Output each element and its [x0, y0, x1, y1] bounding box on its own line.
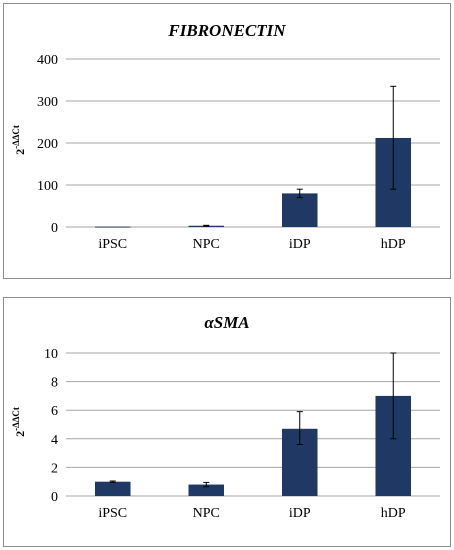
y-tick-label: 8 — [51, 376, 58, 391]
x-tick-label: NPC — [193, 237, 220, 252]
y-axis-label-base: 2 — [13, 431, 27, 437]
bar — [94, 481, 131, 496]
y-tick-label: 200 — [37, 137, 58, 152]
fibronectin-chart: FIBRONECTIN 2-ΔΔCt 0 100 200 300 400 iPSC NPC… — [11, 21, 440, 252]
x-tick-label: iDP — [289, 237, 311, 252]
y-axis-label: 2-ΔΔCt — [11, 125, 27, 155]
bar — [94, 226, 131, 228]
error-bar — [390, 352, 397, 440]
y-tick-label: 300 — [37, 95, 58, 110]
y-axis-label: 2-ΔΔCt — [11, 407, 27, 437]
bar — [281, 193, 318, 227]
y-axis-label-exponent: -ΔΔCt — [11, 407, 21, 431]
error-bar — [296, 188, 303, 199]
y-axis-label-base: 2 — [13, 149, 27, 155]
bar — [188, 484, 225, 496]
error-bar — [203, 224, 210, 227]
x-tick-label: hDP — [381, 506, 406, 521]
y-axis-label-exponent: -ΔΔCt — [11, 125, 21, 149]
y-tick-label: 100 — [37, 179, 58, 194]
error-bar — [203, 481, 210, 488]
y-tick-label: 0 — [51, 221, 58, 236]
x-tick-label: iDP — [289, 506, 311, 521]
asma-chart-panel: αSMA 2-ΔΔCt 0 2 4 6 8 10 iPSC NPC iDP hDP — [3, 297, 451, 547]
error-bar — [296, 411, 303, 446]
y-tick-label: 4 — [51, 433, 58, 448]
error-bar — [109, 480, 116, 483]
chart-title: FIBRONECTIN — [167, 21, 286, 40]
y-tick-label: 400 — [37, 53, 58, 68]
error-bar — [390, 85, 397, 190]
y-tick-label: 2 — [51, 461, 58, 476]
x-tick-label: hDP — [381, 237, 406, 252]
x-tick-label: iPSC — [98, 506, 127, 521]
y-tick-label: 10 — [44, 347, 58, 362]
y-tick-label: 0 — [51, 490, 58, 505]
y-tick-label: 6 — [51, 404, 58, 419]
fibronectin-chart-panel: FIBRONECTIN 2-ΔΔCt 0 100 200 300 400 iPSC NPC… — [3, 3, 451, 279]
x-tick-label: iPSC — [98, 237, 127, 252]
chart-title: αSMA — [204, 313, 249, 332]
x-tick-label: NPC — [193, 506, 220, 521]
